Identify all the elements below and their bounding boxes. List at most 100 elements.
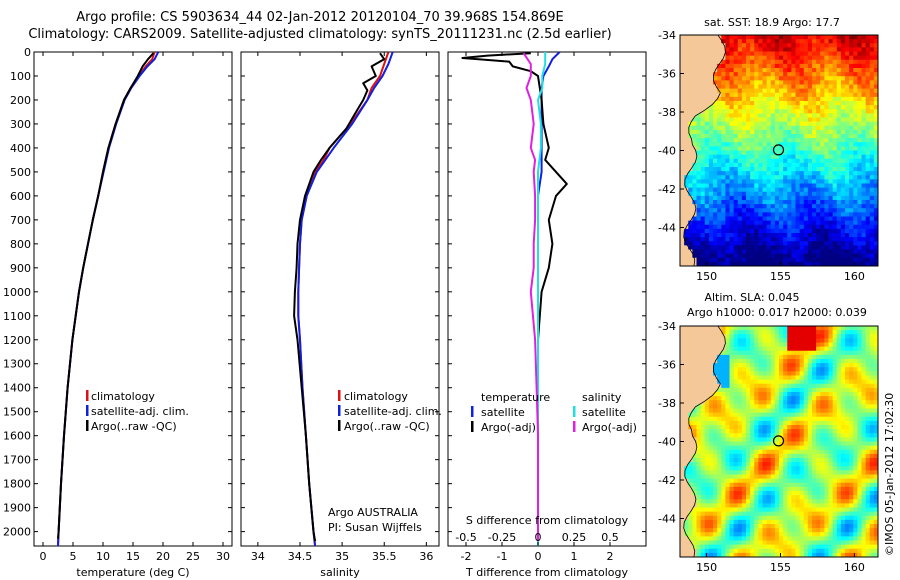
map-cell	[832, 408, 838, 414]
map-cell	[750, 338, 755, 344]
map-cell	[849, 367, 854, 372]
map-cell	[704, 408, 710, 414]
map-cell	[733, 224, 739, 230]
map-cell	[680, 216, 685, 222]
map-cell	[873, 449, 878, 455]
map-cell	[770, 478, 776, 484]
map-cell	[820, 68, 825, 73]
map-cell	[688, 478, 693, 484]
map-cell	[746, 39, 751, 44]
map-cell	[770, 167, 776, 172]
map-cell	[746, 495, 751, 500]
map-cell	[807, 486, 813, 492]
map-cell	[762, 138, 768, 143]
map-cell	[725, 387, 731, 393]
x-tick-label: 10	[96, 550, 110, 563]
map-cell	[704, 228, 710, 234]
map-cell	[774, 220, 780, 226]
map-cell	[688, 359, 693, 364]
map-cell	[684, 379, 689, 385]
map-cell	[741, 350, 747, 356]
map-cell	[729, 125, 735, 131]
map-cell	[770, 383, 776, 389]
map-cell	[741, 129, 747, 135]
map-cell	[717, 499, 722, 504]
map-cell	[845, 68, 850, 73]
map-cell	[696, 261, 702, 266]
map-cell	[865, 72, 871, 77]
map-cell	[680, 35, 685, 40]
map-cell	[783, 326, 788, 331]
map-cell	[807, 68, 813, 73]
map-cell	[791, 261, 797, 266]
map-cell	[704, 383, 710, 389]
map-cell	[700, 241, 706, 246]
map-cell	[741, 466, 747, 471]
map-cell	[700, 117, 706, 123]
map-cell	[774, 43, 780, 48]
map-cell	[766, 249, 772, 255]
map-cell	[696, 363, 702, 368]
map-cell	[807, 470, 813, 476]
map-cell	[857, 191, 863, 197]
map-cell	[717, 245, 722, 251]
map-cell	[832, 224, 838, 230]
map-cell	[853, 261, 858, 266]
map-cell	[700, 101, 706, 106]
map-cell	[758, 129, 764, 135]
map-cell	[733, 330, 739, 335]
depth-tick-label: 900	[10, 262, 31, 275]
map-cell	[849, 334, 854, 339]
map-cell	[717, 68, 722, 73]
map-cell	[721, 208, 726, 213]
map-cell	[799, 51, 805, 57]
map-cell	[696, 129, 702, 135]
map-cell	[816, 375, 821, 381]
map-cell	[799, 43, 805, 48]
map-cell	[754, 162, 759, 168]
map-cell	[799, 146, 805, 152]
map-cell	[766, 396, 772, 401]
map-cell	[741, 330, 747, 335]
map-cell	[725, 425, 731, 430]
map-cell	[853, 96, 858, 102]
map-cell	[774, 183, 780, 189]
map-cell	[812, 233, 817, 238]
map-cell	[688, 208, 693, 213]
map-cell	[828, 449, 834, 455]
map-cell	[696, 191, 702, 197]
map-cell	[783, 499, 788, 504]
map-cell	[717, 162, 722, 168]
map-cell	[783, 449, 788, 455]
map-cell	[832, 195, 838, 201]
map-cell	[746, 59, 751, 65]
map-cell	[762, 179, 768, 185]
map-cell	[766, 105, 772, 110]
map-cell	[832, 326, 838, 331]
map-cell	[812, 375, 817, 381]
map-cell	[824, 63, 830, 69]
map-cell	[845, 204, 850, 209]
map-cell	[754, 142, 759, 147]
map-cell	[845, 425, 850, 430]
map-cell	[861, 146, 867, 152]
map-cell	[692, 375, 698, 381]
map-cell	[708, 416, 714, 422]
map-cell	[774, 200, 780, 205]
map-cell	[840, 367, 846, 372]
map-cell	[845, 482, 850, 488]
map-cell	[791, 101, 797, 106]
map-cell	[873, 117, 878, 123]
map-cell	[729, 478, 735, 484]
map-cell	[684, 491, 689, 496]
map-cell	[845, 228, 850, 234]
map-cell	[684, 109, 689, 114]
map-cell	[721, 241, 726, 246]
map-cell	[758, 142, 764, 147]
map-cell	[799, 367, 805, 372]
map-cell	[696, 482, 702, 488]
map-cell	[770, 142, 776, 147]
map-cell	[853, 101, 858, 106]
map-cell	[721, 326, 726, 331]
map-cell	[853, 433, 858, 438]
